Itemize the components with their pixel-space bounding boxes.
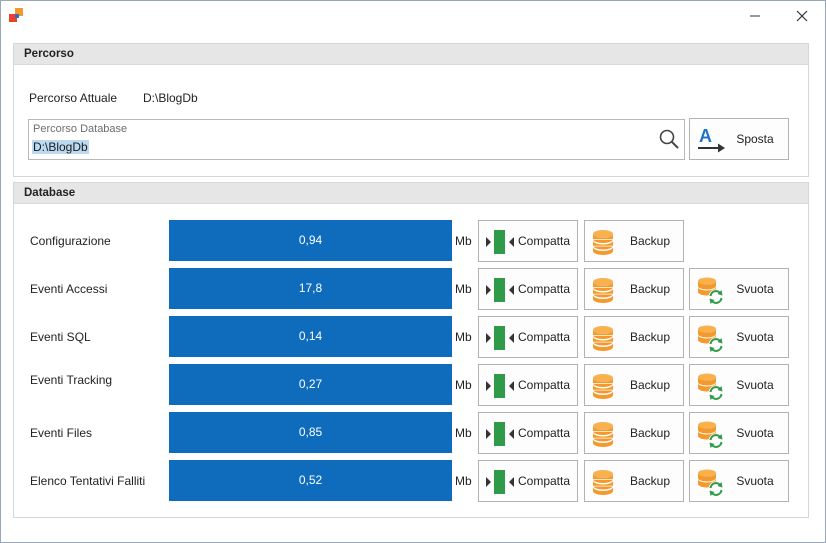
title-bar xyxy=(0,0,826,32)
database-backup-icon xyxy=(593,422,613,447)
backup-button[interactable]: Backup xyxy=(584,316,684,358)
compact-icon xyxy=(486,422,514,446)
compact-icon xyxy=(486,278,514,302)
compact-icon xyxy=(486,470,514,494)
empty-database-icon xyxy=(698,325,724,353)
backup-button[interactable]: Backup xyxy=(584,412,684,454)
compact-button[interactable]: Compatta xyxy=(478,268,578,310)
compact-button-label: Compatta xyxy=(517,378,571,392)
backup-button-label: Backup xyxy=(629,282,671,296)
size-value: 0,52 xyxy=(298,473,323,487)
size-unit: Mb xyxy=(455,282,472,296)
size-unit: Mb xyxy=(455,426,472,440)
backup-button[interactable]: Backup xyxy=(584,364,684,406)
compact-button-label: Compatta xyxy=(517,426,571,440)
empty-button[interactable]: Svuota xyxy=(689,316,789,358)
empty-button-label: Svuota xyxy=(736,474,774,488)
compact-button-label: Compatta xyxy=(517,474,571,488)
size-unit: Mb xyxy=(455,234,472,248)
backup-button-label: Backup xyxy=(629,234,671,248)
size-value: 0,85 xyxy=(298,425,323,439)
move-button-label: Sposta xyxy=(736,132,774,146)
size-value: 0,27 xyxy=(298,377,323,391)
backup-button-label: Backup xyxy=(629,378,671,392)
current-path-label: Percorso Attuale xyxy=(29,91,118,105)
compact-button[interactable]: Compatta xyxy=(478,364,578,406)
empty-button[interactable]: Svuota xyxy=(689,268,789,310)
compact-button[interactable]: Compatta xyxy=(478,460,578,502)
empty-button-label: Svuota xyxy=(736,378,774,392)
database-backup-icon xyxy=(593,278,613,303)
database-backup-icon xyxy=(593,470,613,495)
database-group-header: Database xyxy=(14,183,808,204)
move-icon: A xyxy=(698,126,725,153)
backup-button[interactable]: Backup xyxy=(584,268,684,310)
compact-icon xyxy=(486,374,514,398)
backup-button[interactable]: Backup xyxy=(584,460,684,502)
table-row-label: Eventi SQL xyxy=(30,330,91,344)
empty-database-icon xyxy=(698,277,724,305)
minimize-button[interactable] xyxy=(741,4,769,28)
backup-button-label: Backup xyxy=(629,330,671,344)
size-unit: Mb xyxy=(455,330,472,344)
table-row-label: Configurazione xyxy=(30,234,111,248)
size-bar: 0,94 xyxy=(169,220,452,261)
size-bar: 0,85 xyxy=(169,412,452,453)
size-bar: 0,52 xyxy=(169,460,452,501)
percorso-group-header: Percorso xyxy=(14,44,808,65)
empty-button-label: Svuota xyxy=(736,330,774,344)
database-backup-icon xyxy=(593,326,613,351)
size-bar: 0,14 xyxy=(169,316,452,357)
search-icon[interactable] xyxy=(658,128,680,150)
size-value: 17,8 xyxy=(298,281,323,295)
empty-button-label: Svuota xyxy=(736,282,774,296)
compact-button-label: Compatta xyxy=(517,330,571,344)
database-path-field[interactable]: Percorso Database D:\BlogDb xyxy=(28,119,685,160)
empty-database-icon xyxy=(698,421,724,449)
compact-icon xyxy=(486,230,514,254)
database-path-field-label: Percorso Database xyxy=(33,123,128,135)
size-value: 0,14 xyxy=(298,329,323,343)
svg-text:A: A xyxy=(699,126,712,146)
size-unit: Mb xyxy=(455,378,472,392)
backup-button-label: Backup xyxy=(629,426,671,440)
table-row-label: Eventi Files xyxy=(30,426,93,440)
database-backup-icon xyxy=(593,374,613,399)
compact-icon xyxy=(486,326,514,350)
table-row-label: Eventi Tracking xyxy=(30,373,113,387)
table-row-label: Elenco Tentativi Falliti xyxy=(30,474,146,488)
empty-button[interactable]: Svuota xyxy=(689,412,789,454)
size-unit: Mb xyxy=(455,474,472,488)
empty-button-label: Svuota xyxy=(736,426,774,440)
table-row-label: Eventi Accessi xyxy=(30,282,108,296)
move-button[interactable]: A Sposta xyxy=(689,118,789,160)
backup-button[interactable]: Backup xyxy=(584,220,684,262)
compact-button[interactable]: Compatta xyxy=(478,220,578,262)
database-path-input[interactable]: D:\BlogDb xyxy=(32,140,89,154)
compact-button[interactable]: Compatta xyxy=(478,316,578,358)
current-path-value: D:\BlogDb xyxy=(143,91,198,105)
app-logo-icon xyxy=(9,8,23,22)
compact-button[interactable]: Compatta xyxy=(478,412,578,454)
database-backup-icon xyxy=(593,230,613,255)
backup-button-label: Backup xyxy=(629,474,671,488)
empty-button[interactable]: Svuota xyxy=(689,460,789,502)
minimize-icon xyxy=(750,15,760,17)
compact-button-label: Compatta xyxy=(517,282,571,296)
compact-button-label: Compatta xyxy=(517,234,571,248)
size-value: 0,94 xyxy=(298,233,323,247)
empty-database-icon xyxy=(698,373,724,401)
size-bar: 0,27 xyxy=(169,364,452,405)
close-icon xyxy=(796,10,808,22)
empty-database-icon xyxy=(698,469,724,497)
size-bar: 17,8 xyxy=(169,268,452,309)
close-button[interactable] xyxy=(788,4,816,28)
empty-button[interactable]: Svuota xyxy=(689,364,789,406)
